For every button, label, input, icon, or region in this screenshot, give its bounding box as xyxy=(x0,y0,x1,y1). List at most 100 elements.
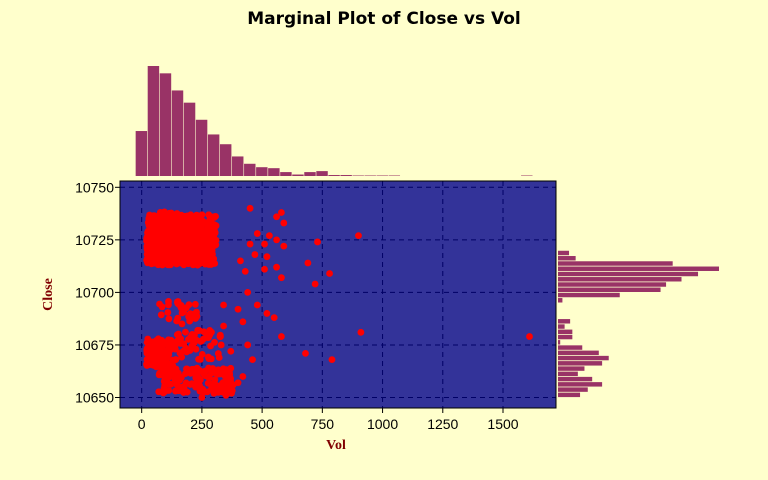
scatter-point xyxy=(204,235,212,243)
scatter-point xyxy=(143,245,151,253)
scatter-point xyxy=(273,213,280,221)
scatter-point xyxy=(160,372,168,379)
scatter-point xyxy=(277,274,285,282)
x-histogram-bar xyxy=(304,172,316,176)
y-histogram-bar xyxy=(558,376,593,382)
scatter-point xyxy=(172,253,179,261)
y-tick-label: 10650 xyxy=(75,389,114,405)
y-histogram-bar xyxy=(558,387,588,392)
scatter-point xyxy=(270,314,278,322)
scatter-point xyxy=(158,303,166,311)
scatter-point xyxy=(241,267,249,275)
x-histogram-bar xyxy=(328,175,340,176)
scatter-point xyxy=(157,311,165,319)
x-tick-label: 500 xyxy=(250,416,274,432)
scatter-point xyxy=(178,320,186,328)
x-histogram-bar xyxy=(232,156,244,176)
scatter-point xyxy=(164,339,172,346)
scatter-point xyxy=(249,356,256,364)
scatter-point xyxy=(227,347,235,355)
scatter-point xyxy=(211,381,219,388)
scatter-point xyxy=(153,218,161,226)
scatter-point xyxy=(229,381,237,389)
scatter-point xyxy=(197,243,205,251)
y-histogram-bar xyxy=(558,319,571,324)
scatter-point xyxy=(246,204,254,212)
y-histogram-bar xyxy=(558,256,576,261)
scatter-point xyxy=(196,367,204,375)
x-histogram-bar xyxy=(135,131,148,176)
scatter-point xyxy=(273,236,280,244)
plot-border xyxy=(119,180,557,409)
scatter-point xyxy=(200,328,208,336)
scatter-point xyxy=(216,370,224,378)
y-histogram-bar xyxy=(558,266,719,271)
scatter-point xyxy=(167,237,175,245)
scatter-point xyxy=(188,330,196,338)
scatter-point xyxy=(328,356,336,364)
scatter-point xyxy=(192,214,200,222)
scatter-point xyxy=(164,349,172,357)
scatter-point xyxy=(172,340,180,348)
y-histogram-bar xyxy=(558,371,578,377)
scatter-point xyxy=(202,251,210,259)
scatter-point xyxy=(277,333,285,340)
scatter-point xyxy=(184,335,192,343)
scatter-point xyxy=(192,311,200,319)
scatter-point xyxy=(207,369,215,377)
y-axis-label: Close xyxy=(41,278,56,311)
scatter-point xyxy=(163,377,171,384)
y-histogram-bar xyxy=(558,366,585,371)
scatter-point xyxy=(226,386,234,394)
scatter-point xyxy=(173,317,181,325)
scatter-point xyxy=(194,327,202,335)
y-tick-label: 10675 xyxy=(75,337,114,353)
scatter-point xyxy=(280,242,288,250)
scatter-point xyxy=(207,355,215,363)
x-histogram-bar xyxy=(207,134,220,176)
scatter-point xyxy=(157,345,165,353)
scatter-point xyxy=(526,333,533,340)
scatter-point xyxy=(180,340,188,348)
y-histogram-bar xyxy=(558,292,620,298)
scatter-point xyxy=(145,229,152,236)
scatter-point xyxy=(237,257,244,265)
scatter-point xyxy=(217,333,224,341)
scatter-point xyxy=(311,280,319,288)
y-histogram-bar xyxy=(558,382,603,387)
scatter-point xyxy=(163,354,170,362)
scatter-point xyxy=(220,322,227,330)
scatter-point xyxy=(167,209,175,217)
chart-title: Marginal Plot of Close vs Vol xyxy=(247,9,521,29)
x-histogram-bar xyxy=(219,144,232,176)
scatter-point xyxy=(227,364,235,372)
x-tick-label: 750 xyxy=(311,416,335,432)
scatter-point xyxy=(193,228,201,236)
y-histogram-bar xyxy=(558,271,699,277)
scatter-point xyxy=(184,213,192,220)
x-histogram-bar xyxy=(171,90,184,176)
scatter-point xyxy=(277,209,285,216)
x-histogram-bar xyxy=(340,175,352,176)
scatter-point xyxy=(244,341,252,349)
scatter-point xyxy=(204,259,212,266)
scatter-point xyxy=(211,338,218,346)
scatter-point xyxy=(219,365,227,373)
x-histogram-bar xyxy=(159,73,172,176)
scatter-point xyxy=(239,318,247,326)
scatter-point xyxy=(165,248,173,256)
x-tick-label: 0 xyxy=(138,416,146,432)
y-histogram-bar xyxy=(558,345,583,350)
scatter-point xyxy=(182,328,189,336)
scatter-point xyxy=(304,259,312,267)
y-histogram-bar xyxy=(558,329,573,335)
scatter-point xyxy=(355,232,362,240)
scatter-point xyxy=(165,387,173,394)
scatter-point xyxy=(263,253,271,261)
scatter-point xyxy=(199,217,207,225)
scatter-point xyxy=(196,376,204,384)
scatter-point xyxy=(182,304,190,312)
scatter-point xyxy=(180,382,188,390)
